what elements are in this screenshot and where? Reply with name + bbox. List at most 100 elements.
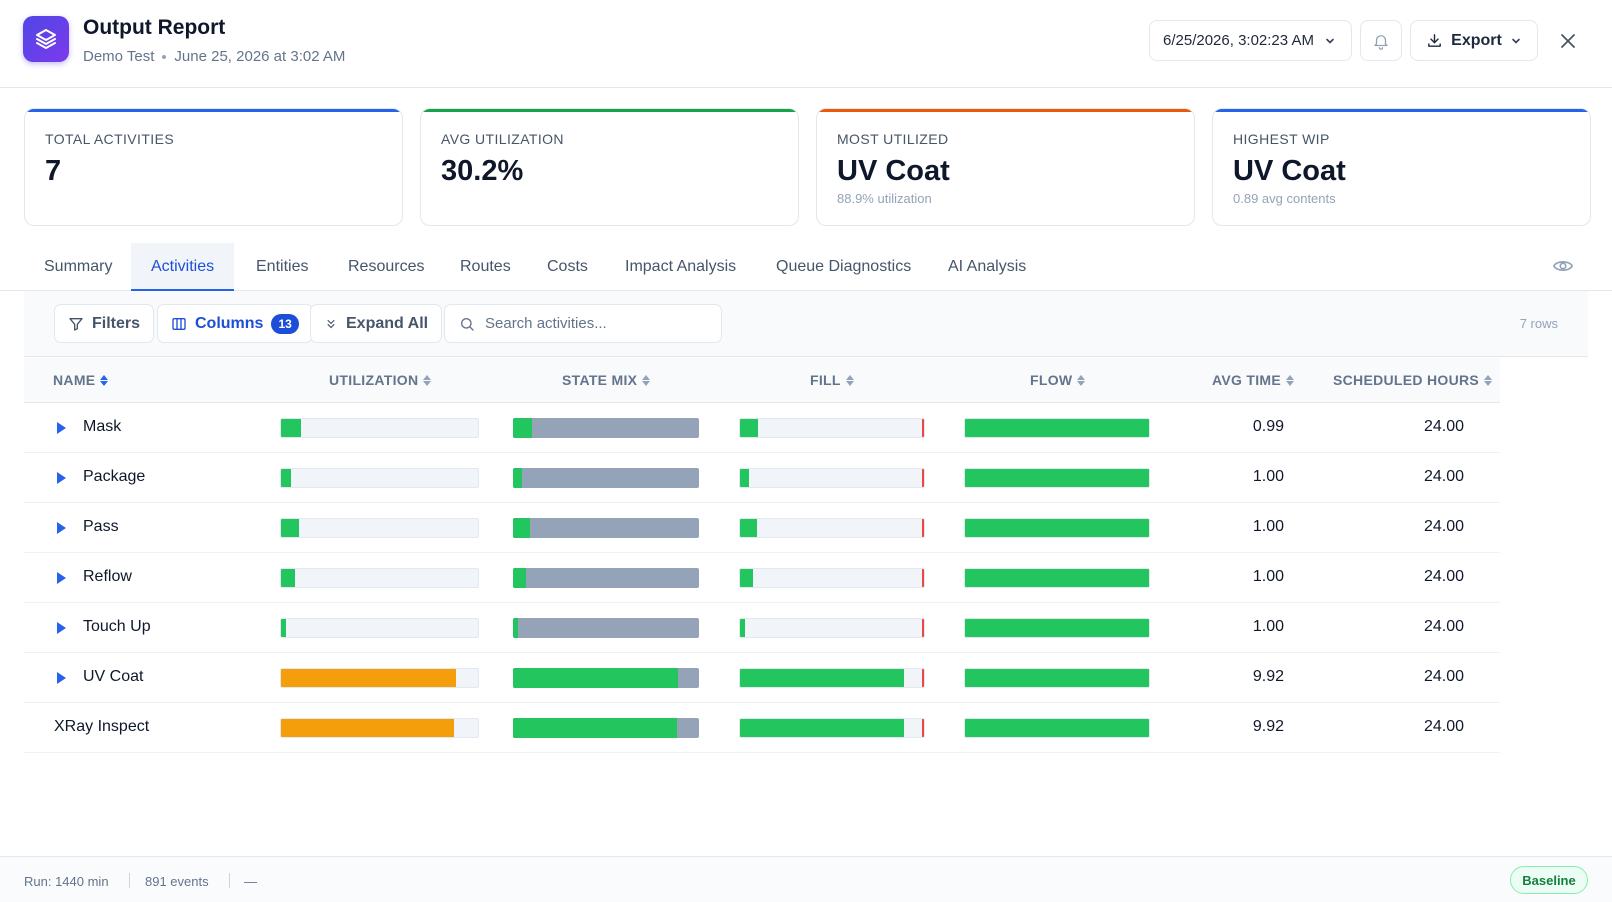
- tab-queue-diagnostics[interactable]: Queue Diagnostics: [776, 258, 912, 275]
- table-header: NAME UTILIZATION STATE MIX FILL FLOW AVG…: [24, 358, 1500, 403]
- chevron-down-icon: [1326, 38, 1334, 44]
- expand-row-icon[interactable]: [57, 472, 66, 484]
- column-label: UTILIZATION: [329, 372, 419, 388]
- table-row[interactable]: Package 1.00 24.00: [24, 453, 1500, 503]
- utilization-bar: [280, 418, 479, 438]
- tab-ai-analysis[interactable]: AI Analysis: [948, 258, 1027, 275]
- table-row[interactable]: Touch Up 1.00 24.00: [24, 603, 1500, 653]
- column-header-scheduled-hours[interactable]: SCHEDULED HOURS: [1333, 372, 1493, 388]
- row-count: 7 rows: [1519, 316, 1558, 331]
- expand-row-icon[interactable]: [57, 522, 66, 534]
- tab-summary[interactable]: Summary: [44, 258, 113, 275]
- fill-bar-fill: [740, 719, 904, 737]
- footer-divider: [129, 873, 130, 888]
- tab-entities[interactable]: Entities: [256, 258, 309, 275]
- flow-bar: [964, 618, 1150, 638]
- export-button[interactable]: Export: [1410, 20, 1538, 61]
- activity-name: Package: [83, 468, 146, 485]
- kpi-card-highest-wip: HIGHEST WIP UV Coat 0.89 avg contents: [1212, 108, 1591, 226]
- expand-row-icon[interactable]: [57, 672, 66, 684]
- report-header: Output Report Demo Test June 25, 2026 at…: [0, 0, 1612, 88]
- table-row[interactable]: XRay Inspect 9.92 24.00: [24, 703, 1500, 753]
- kpi-card-avg-utilization: AVG UTILIZATION 30.2%: [420, 108, 799, 226]
- tab-impact-analysis[interactable]: Impact Analysis: [625, 258, 737, 275]
- expand-all-button[interactable]: Expand All: [310, 304, 443, 343]
- run-date: June 25, 2026 at 3:02 AM: [174, 48, 346, 65]
- column-label: FILL: [810, 372, 841, 388]
- kpi-card-total-activities: TOTAL ACTIVITIES 7: [24, 108, 403, 226]
- kpi-label: MOST UTILIZED: [837, 131, 949, 147]
- kpi-subtext: 0.89 avg contents: [1233, 191, 1336, 206]
- column-header-avg-time[interactable]: AVG TIME: [1212, 372, 1295, 388]
- scheduled-hours-cell: 24.00: [1423, 718, 1464, 735]
- notifications-button[interactable]: [1360, 20, 1402, 61]
- flow-bar: [964, 468, 1150, 488]
- export-label: Export: [1451, 31, 1502, 49]
- kpi-value: UV Coat: [1233, 155, 1346, 187]
- column-header-name[interactable]: NAME: [53, 372, 109, 388]
- column-header-utilization[interactable]: UTILIZATION: [329, 372, 432, 388]
- card-accent: [25, 109, 402, 112]
- expand-row-icon[interactable]: [57, 422, 66, 434]
- run-select-value: 6/25/2026, 3:02:23 AM: [1163, 32, 1314, 49]
- utilization-bar: [280, 468, 479, 488]
- card-accent: [817, 109, 1194, 112]
- fill-bar-fill: [740, 519, 757, 537]
- fill-bar-fill: [740, 419, 759, 437]
- utilization-bar: [280, 718, 479, 738]
- kpi-card-most-utilized: MOST UTILIZED UV Coat 88.9% utilization: [816, 108, 1195, 226]
- expand-row-icon[interactable]: [57, 622, 66, 634]
- columns-button[interactable]: Columns 13: [157, 304, 313, 343]
- kpi-label: HIGHEST WIP: [1233, 131, 1330, 147]
- scheduled-hours-cell: 24.00: [1423, 618, 1464, 635]
- scheduled-hours-cell: 24.00: [1423, 418, 1464, 435]
- flow-bar-fill: [965, 469, 1149, 487]
- fill-bar: [739, 718, 925, 738]
- kpi-subtext: 88.9% utilization: [837, 191, 932, 206]
- state-mix-bar-fill: [513, 668, 679, 688]
- expand-row-icon[interactable]: [57, 572, 66, 584]
- close-icon: [1561, 34, 1575, 48]
- tab-resources[interactable]: Resources: [348, 258, 425, 275]
- table-row[interactable]: UV Coat 9.92 24.00: [24, 653, 1500, 703]
- capacity-marker: [922, 569, 924, 587]
- kpi-label: AVG UTILIZATION: [441, 131, 564, 147]
- table-row[interactable]: Reflow 1.00 24.00: [24, 553, 1500, 603]
- columns-count-badge: 13: [271, 313, 299, 334]
- utilization-bar: [280, 568, 479, 588]
- filters-button[interactable]: Filters: [54, 304, 155, 343]
- table-row[interactable]: Mask 0.99 24.00: [24, 403, 1500, 453]
- close-button[interactable]: [1551, 24, 1585, 58]
- utilization-bar-fill: [281, 569, 295, 587]
- sort-icon: [845, 374, 854, 386]
- sort-icon: [423, 374, 432, 386]
- baseline-badge[interactable]: Baseline: [1510, 866, 1588, 894]
- sort-icon: [642, 374, 651, 386]
- card-accent: [421, 109, 798, 112]
- state-mix-bar: [513, 568, 699, 588]
- column-header-state-mix[interactable]: STATE MIX: [562, 372, 651, 388]
- flow-bar: [964, 518, 1150, 538]
- search-input[interactable]: Search activities...: [444, 304, 722, 343]
- run-select[interactable]: 6/25/2026, 3:02:23 AM: [1149, 20, 1352, 61]
- capacity-marker: [922, 469, 924, 487]
- state-mix-bar: [513, 718, 699, 738]
- eye-icon[interactable]: [1552, 255, 1574, 282]
- tab-costs[interactable]: Costs: [547, 258, 588, 275]
- tab-activities[interactable]: Activities: [131, 243, 235, 291]
- fill-bar: [739, 568, 925, 588]
- table-row[interactable]: Pass 1.00 24.00: [24, 503, 1500, 553]
- capacity-marker: [922, 669, 924, 687]
- search-icon: [461, 317, 474, 331]
- column-header-fill[interactable]: FILL: [810, 372, 854, 388]
- fill-bar-fill: [740, 619, 745, 637]
- column-header-flow[interactable]: FLOW: [1030, 372, 1086, 388]
- event-count: 891 events: [145, 874, 209, 889]
- column-label: NAME: [53, 372, 96, 388]
- scenario-name: Demo Test: [83, 48, 155, 65]
- separator-dot: [162, 54, 167, 59]
- sort-icon: [1077, 374, 1086, 386]
- tab-routes[interactable]: Routes: [460, 258, 511, 275]
- column-label: SCHEDULED HOURS: [1333, 372, 1480, 388]
- kpi-value: 7: [45, 155, 62, 187]
